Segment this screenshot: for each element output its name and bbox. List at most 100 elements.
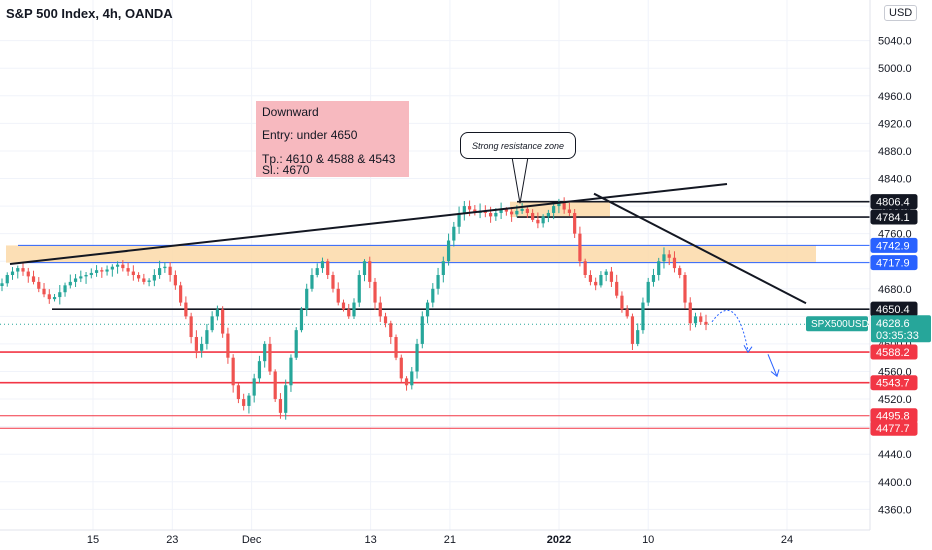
level-tag: 4742.9 [870, 237, 918, 253]
zones [6, 201, 816, 263]
time-tick-label: 23 [166, 534, 178, 546]
candle [415, 343, 419, 372]
resistance-zone [6, 245, 816, 263]
candle [457, 212, 461, 227]
price-tag-bg [870, 344, 918, 360]
candle [94, 270, 99, 273]
candle [357, 275, 361, 303]
level-tag: 4477.7 [870, 420, 918, 436]
candle [136, 275, 141, 279]
candle [609, 271, 614, 282]
price-tick-label: 4520.0 [878, 394, 912, 406]
price-tag-bg [870, 194, 918, 210]
price-tick-label: 4840.0 [878, 174, 912, 186]
candle [693, 316, 698, 324]
price-tick-label: 4960.0 [878, 91, 912, 103]
candle [336, 288, 340, 303]
candle [110, 266, 114, 270]
price-tick-label: 4360.0 [878, 504, 912, 516]
price-tag-text: 4806.4 [876, 197, 910, 209]
candle [236, 385, 241, 400]
candle [310, 275, 314, 289]
price-tag-bg [870, 420, 918, 436]
candle [142, 278, 146, 282]
candle [515, 210, 519, 215]
candle [604, 271, 608, 275]
candle [42, 288, 46, 295]
candle [79, 276, 83, 279]
candle [268, 343, 272, 372]
candle [152, 275, 156, 281]
currency-button[interactable]: USD [884, 5, 918, 21]
candle [31, 276, 36, 282]
candle [105, 269, 109, 272]
candle [299, 309, 304, 331]
level-tag: 4784.1 [870, 209, 918, 225]
candle [21, 268, 25, 272]
candle [399, 357, 403, 379]
time-tick-label: 13 [364, 534, 376, 546]
candle [410, 371, 414, 386]
candle [630, 316, 635, 344]
candle [536, 219, 540, 224]
candle [699, 316, 703, 322]
symbol-label: SPX500USD [806, 316, 869, 332]
candle [494, 212, 498, 217]
candle [499, 209, 503, 213]
current-price-text: 4628.6 [876, 318, 910, 330]
level-tag: 4588.2 [870, 344, 918, 360]
candle [294, 330, 298, 358]
candle [446, 240, 451, 262]
price-tag-text: 4784.1 [876, 212, 910, 224]
candle [47, 294, 51, 300]
price-tag-bg [870, 237, 918, 253]
symbol-label-bg [806, 316, 868, 332]
time-tick-label: 21 [444, 534, 456, 546]
time-tick-label: 10 [642, 534, 654, 546]
candle [615, 281, 619, 296]
candle [657, 261, 661, 275]
resistance-callout: Strong resistance zone [460, 132, 576, 159]
candle [73, 278, 78, 282]
candle [305, 288, 309, 310]
candle [436, 275, 440, 289]
price-axis[interactable]: 5040.05000.04960.04920.04880.04840.04800… [869, 0, 932, 550]
time-tick-label: 2022 [547, 534, 571, 546]
price-tick-label: 4680.0 [878, 284, 912, 296]
projection-arrow [767, 354, 778, 377]
candle [173, 275, 177, 286]
candle [383, 316, 388, 324]
candle [121, 264, 125, 269]
candle [651, 275, 656, 282]
note-tp: Tp.: 4610 & 4588 & 4543 [262, 152, 396, 166]
candle [58, 292, 62, 298]
candle [126, 268, 130, 272]
candle [189, 316, 193, 338]
candle [68, 281, 72, 286]
note-direction: Downward [262, 105, 319, 119]
time-axis[interactable]: 15 23 Dec 13 21 2022 10 24 [0, 529, 870, 550]
candle [583, 261, 587, 275]
candle [158, 268, 162, 275]
price-tag-bg [870, 209, 918, 225]
current-price-tag: 4628.603:35:33 [871, 315, 931, 343]
level-tag: 4806.4 [870, 194, 918, 210]
candle [462, 206, 466, 213]
candle [168, 266, 172, 275]
trendlines [9, 156, 807, 305]
candle [147, 280, 151, 282]
current-price-bg [871, 315, 931, 343]
price-levels [0, 200, 870, 429]
candle [394, 337, 398, 358]
price-tick-label: 4760.0 [878, 229, 912, 241]
candle [26, 271, 30, 277]
candle [131, 271, 135, 275]
candle [326, 261, 330, 275]
candle [620, 295, 624, 310]
candle [441, 261, 445, 275]
projection-arrowhead [770, 369, 780, 378]
rising-trendline [9, 183, 728, 265]
candle [552, 206, 556, 213]
candle [567, 209, 572, 213]
